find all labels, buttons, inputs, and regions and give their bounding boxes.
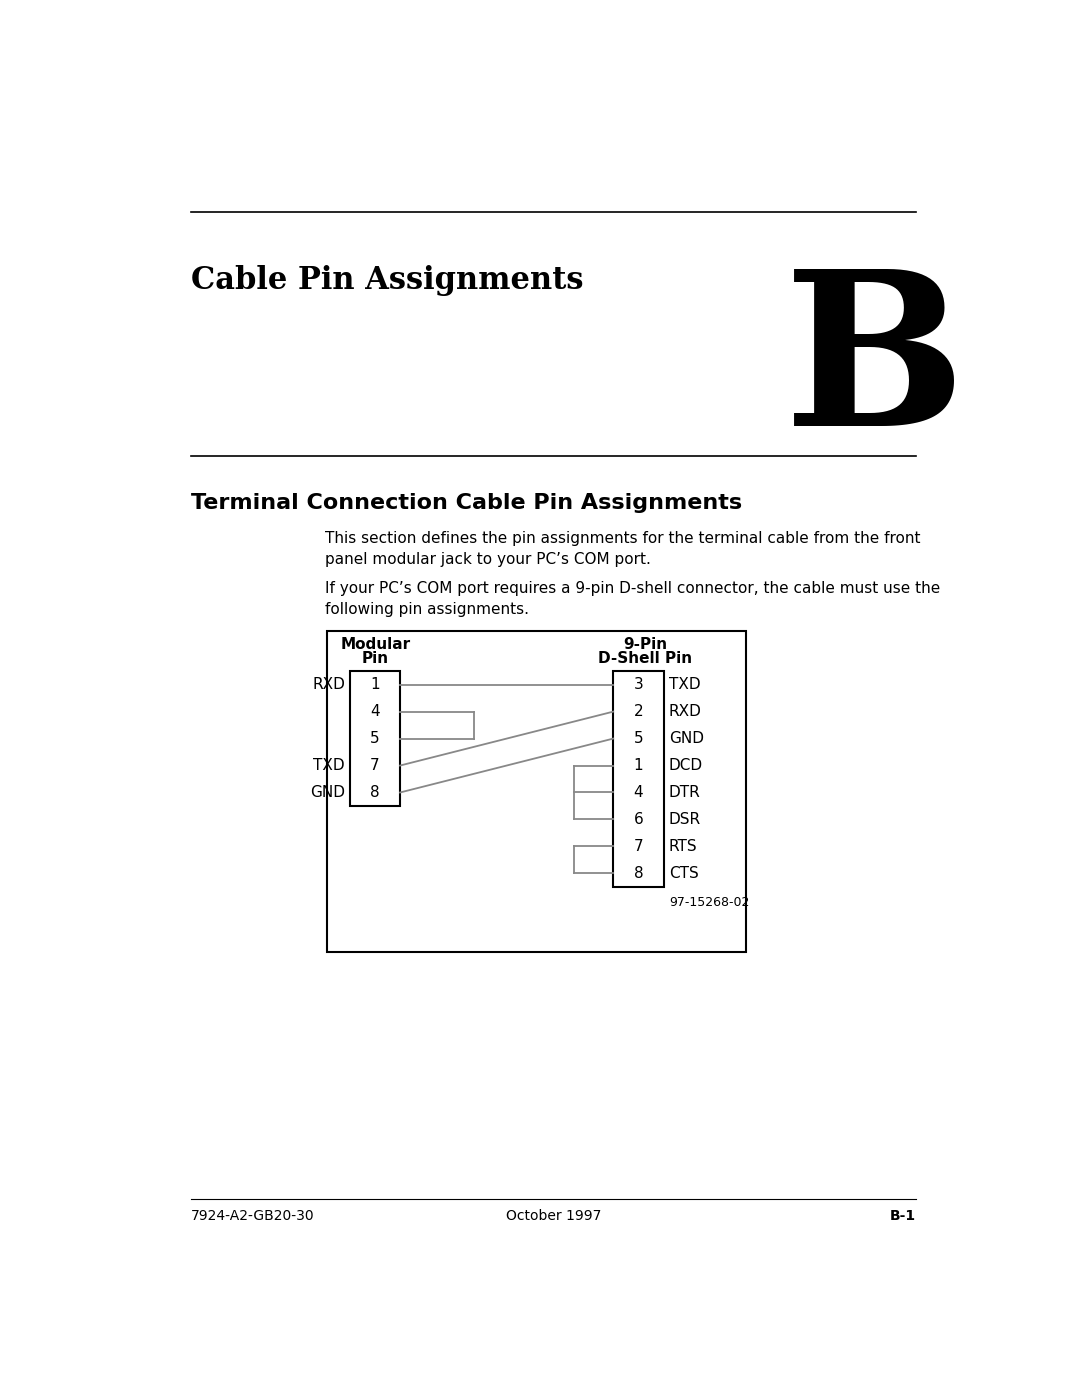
Text: 7924-A2-GB20-30: 7924-A2-GB20-30	[191, 1208, 314, 1222]
Text: Modular: Modular	[340, 637, 410, 652]
Text: DSR: DSR	[669, 812, 701, 827]
Text: Pin: Pin	[362, 651, 389, 666]
Text: 3: 3	[634, 678, 644, 692]
Text: DCD: DCD	[669, 759, 703, 773]
Text: 9-Pin: 9-Pin	[623, 637, 667, 652]
Text: RXD: RXD	[669, 704, 702, 719]
Text: 5: 5	[634, 731, 644, 746]
Text: RTS: RTS	[669, 838, 698, 854]
Text: 6: 6	[634, 812, 644, 827]
Text: B: B	[784, 261, 967, 471]
Text: 1: 1	[634, 759, 644, 773]
Text: GND: GND	[669, 731, 704, 746]
Bar	[350, 671, 400, 806]
Text: 2: 2	[634, 704, 644, 719]
Text: TXD: TXD	[313, 759, 345, 773]
Text: GND: GND	[310, 785, 345, 800]
Text: October 1997: October 1997	[505, 1208, 602, 1222]
Text: 8: 8	[634, 866, 644, 882]
Text: D-Shell Pin: D-Shell Pin	[598, 651, 692, 666]
Text: CTS: CTS	[669, 866, 699, 882]
Text: 97-15268-02: 97-15268-02	[669, 895, 750, 909]
Text: 5: 5	[370, 731, 380, 746]
Text: TXD: TXD	[669, 678, 701, 692]
Text: Terminal Connection Cable Pin Assignments: Terminal Connection Cable Pin Assignment…	[191, 493, 742, 513]
Bar	[327, 631, 745, 953]
Text: If your PC’s COM port requires a 9-pin D-shell connector, the cable must use the: If your PC’s COM port requires a 9-pin D…	[325, 581, 940, 617]
Text: 4: 4	[370, 704, 380, 719]
Text: Cable Pin Assignments: Cable Pin Assignments	[191, 265, 583, 296]
Text: DTR: DTR	[669, 785, 701, 800]
Text: B-1: B-1	[890, 1208, 916, 1222]
Text: RXD: RXD	[312, 678, 345, 692]
Text: 8: 8	[370, 785, 380, 800]
Bar	[613, 671, 663, 887]
Text: This section defines the pin assignments for the terminal cable from the front
p: This section defines the pin assignments…	[325, 531, 920, 567]
Text: 7: 7	[370, 759, 380, 773]
Text: 7: 7	[634, 838, 644, 854]
Text: 4: 4	[634, 785, 644, 800]
Text: 1: 1	[370, 678, 380, 692]
